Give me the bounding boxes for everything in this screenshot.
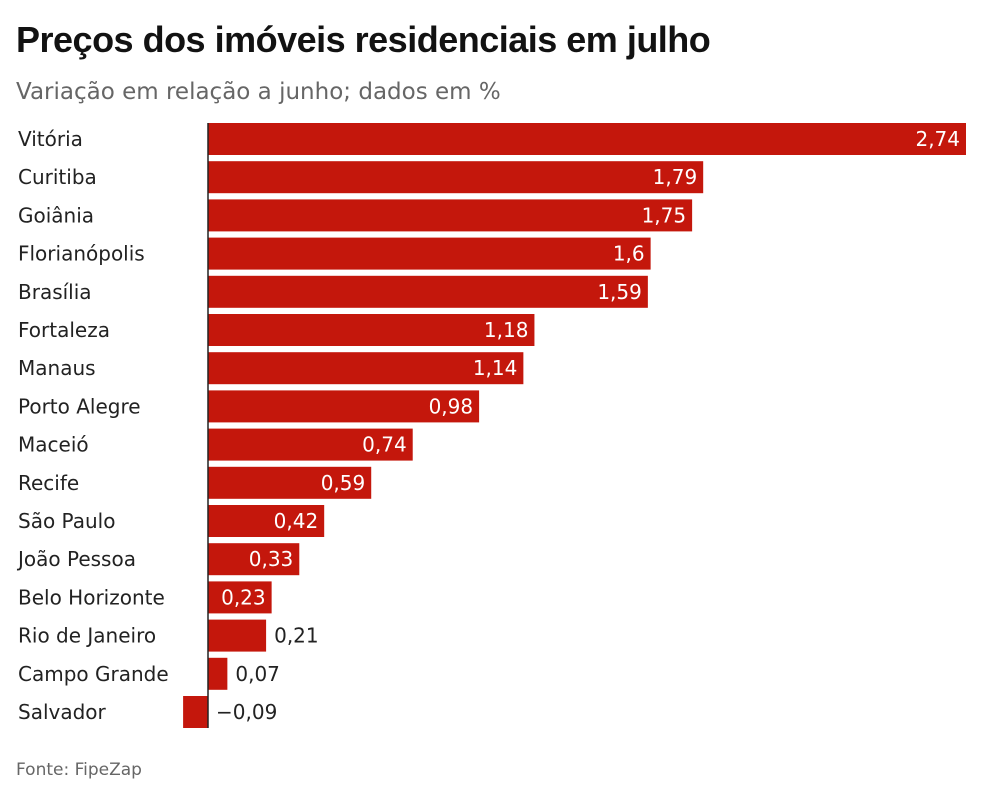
- category-label: Florianópolis: [18, 242, 145, 266]
- value-label: 0,23: [221, 585, 266, 609]
- value-label: 0,74: [362, 433, 407, 457]
- category-label: Manaus: [18, 356, 96, 380]
- value-label: 0,98: [429, 394, 474, 418]
- bar: [208, 619, 267, 652]
- bar: [208, 314, 535, 346]
- chart-subtitle: Variação em relação a junho; dados em %: [16, 79, 501, 105]
- category-label: Vitória: [18, 127, 83, 151]
- category-label: Brasília: [18, 280, 92, 304]
- bar: [208, 237, 651, 270]
- bar: [208, 466, 372, 499]
- bar-chart: Vitória 2,74 Curitiba 1,79 Goiânia 1,75 Floria…: [16, 123, 966, 728]
- bar: [208, 543, 300, 576]
- value-label: 1,18: [484, 318, 529, 342]
- bar: [208, 275, 648, 308]
- category-label: João Pessoa: [16, 547, 136, 571]
- bar: [208, 199, 693, 232]
- category-label: Goiânia: [18, 203, 94, 227]
- bar: [208, 161, 704, 194]
- category-label: Fortaleza: [18, 318, 110, 342]
- value-label: 1,79: [653, 165, 698, 189]
- bar: [208, 428, 413, 461]
- category-label: Salvador: [18, 700, 107, 724]
- bar: [208, 123, 966, 155]
- bar: [208, 657, 228, 690]
- category-label: Belo Horizonte: [18, 585, 165, 609]
- value-label: 0,59: [321, 471, 366, 495]
- category-label: São Paulo: [18, 509, 115, 533]
- bar: [208, 581, 272, 614]
- value-label: 2,74: [915, 127, 960, 151]
- source-note: Fonte: FipeZap: [16, 760, 142, 780]
- chart-title: Preços dos imóveis residenciais em julho: [16, 19, 711, 60]
- category-label: Maceió: [18, 433, 89, 457]
- value-label: 0,21: [274, 624, 319, 648]
- value-label: 0,33: [249, 547, 294, 571]
- bar: [208, 390, 480, 423]
- bar: [208, 505, 325, 537]
- category-label: Campo Grande: [18, 662, 169, 686]
- category-label: Porto Alegre: [18, 394, 141, 418]
- bar: [208, 352, 524, 385]
- value-label: 1,14: [473, 356, 518, 380]
- value-label: 0,07: [235, 662, 280, 686]
- category-label: Recife: [18, 471, 79, 495]
- bar: [183, 696, 208, 728]
- value-label: 1,75: [642, 203, 687, 227]
- category-label: Rio de Janeiro: [18, 624, 156, 648]
- category-label: Curitiba: [18, 165, 97, 189]
- value-label: 1,59: [597, 280, 642, 304]
- value-label: 0,42: [274, 509, 319, 533]
- value-label: −0,09: [216, 700, 277, 724]
- value-label: 1,6: [613, 242, 645, 266]
